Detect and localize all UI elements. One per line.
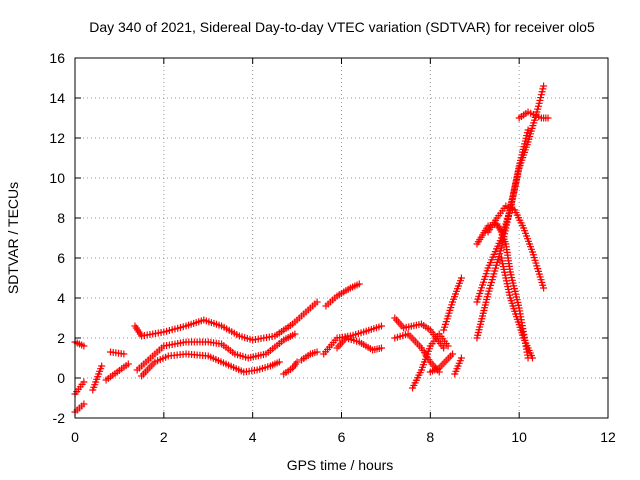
series-arc-22 (473, 126, 532, 306)
series-arc-26 (497, 254, 536, 362)
series-arc-4 (89, 362, 106, 394)
y-tick-label: 2 (57, 330, 65, 346)
data-point (540, 82, 548, 90)
series-arc-9 (138, 350, 283, 380)
series-arc-12 (322, 280, 363, 310)
series-arc-5 (107, 348, 128, 358)
series-arc-23 (515, 108, 552, 122)
y-tick-label: 10 (49, 170, 65, 186)
series-arc-7 (131, 298, 321, 344)
chart-title: Day 340 of 2021, Sidereal Day-to-day VTE… (89, 19, 595, 35)
series-arc-8 (133, 330, 299, 374)
y-axis-label: SDTVAR / TECUs (5, 182, 21, 294)
y-tick-label: 12 (49, 130, 65, 146)
series-arc-14 (333, 334, 385, 354)
data-point (355, 280, 363, 288)
y-tick-label: 8 (57, 210, 65, 226)
series-arc-20 (451, 354, 465, 378)
x-tick-label: 0 (71, 429, 79, 445)
series-arc-24 (473, 220, 532, 362)
x-tick-label: 10 (511, 429, 527, 445)
y-tick-label: 16 (49, 50, 65, 66)
data-point (80, 342, 88, 350)
x-tick-label: 8 (426, 429, 434, 445)
y-tick-label: 14 (49, 90, 65, 106)
x-tick-label: 2 (160, 429, 168, 445)
data-point (457, 354, 465, 362)
data-point (293, 358, 301, 366)
data-point (528, 354, 536, 362)
x-tick-label: 12 (600, 429, 616, 445)
x-axis-label: GPS time / hours (287, 457, 394, 473)
y-tick-label: 6 (57, 250, 65, 266)
series-arc-10 (280, 358, 301, 378)
y-tick-label: 4 (57, 290, 65, 306)
y-tick-label: -2 (53, 410, 66, 426)
series-arc-11 (298, 348, 321, 364)
series-layer (71, 82, 552, 416)
data-point (124, 360, 132, 368)
series-arc-17 (409, 330, 452, 392)
data-point (80, 400, 88, 408)
data-point (544, 114, 552, 122)
data-point (377, 322, 385, 330)
data-point (540, 284, 548, 292)
series-arc-6 (102, 360, 132, 384)
data-point (524, 126, 532, 134)
series-arc-25 (484, 202, 548, 292)
tick-layer: 0 2 4 6 8 10 12 -2 0 2 4 6 8 10 12 14 16 (49, 50, 616, 445)
x-tick-label: 4 (249, 429, 257, 445)
data-point (120, 350, 128, 358)
data-point (377, 344, 385, 352)
data-point (444, 342, 452, 350)
data-point (275, 358, 283, 366)
data-point (313, 298, 321, 306)
data-point (457, 274, 465, 282)
data-point (313, 348, 321, 356)
series-arc-18 (426, 350, 457, 376)
data-point (440, 344, 448, 352)
data-point (98, 362, 106, 370)
x-tick-label: 6 (338, 429, 346, 445)
series-arc-19 (440, 274, 465, 334)
data-point (449, 350, 457, 358)
data-point (80, 378, 88, 386)
series-arc-13 (320, 322, 385, 358)
data-point (291, 330, 299, 338)
y-tick-label: 0 (57, 370, 65, 386)
